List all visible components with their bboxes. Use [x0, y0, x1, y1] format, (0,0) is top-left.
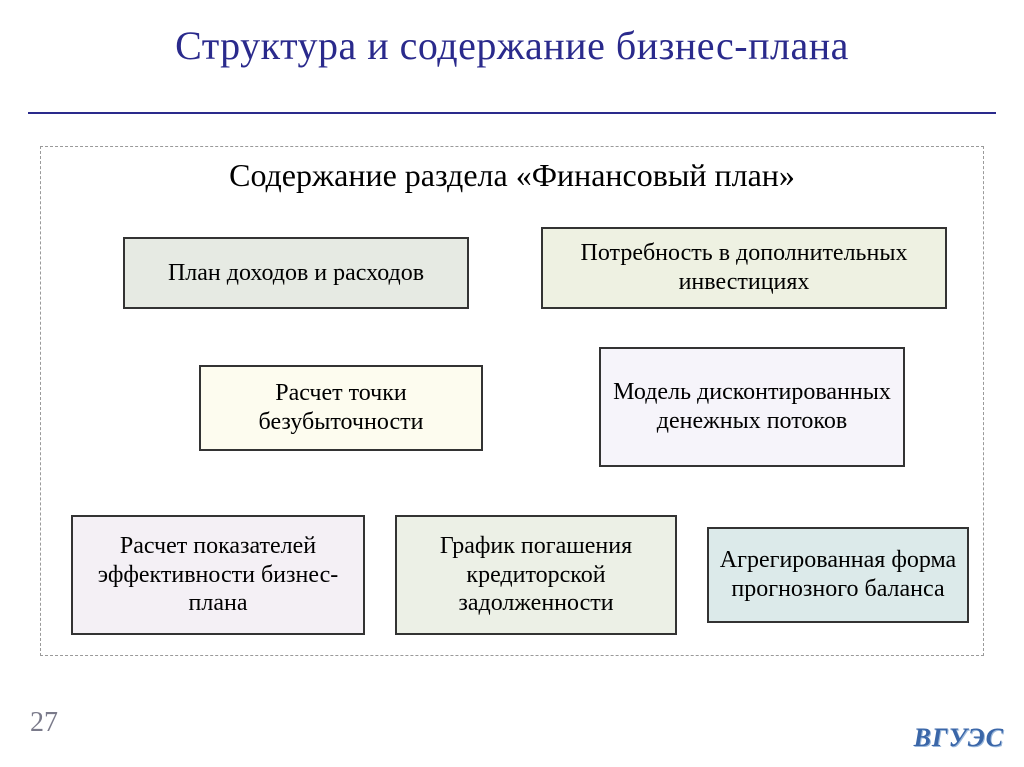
box-efficiency: Расчет показателей эффективности бизнес-…	[71, 515, 365, 635]
horizontal-rule	[28, 112, 996, 114]
box-debt-schedule: График погашения кредиторской задолженно…	[395, 515, 677, 635]
university-logo: ВГУЭС	[914, 723, 1004, 753]
panel-title: Содержание раздела «Финансовый план»	[41, 157, 983, 194]
content-panel: Содержание раздела «Финансовый план» Пла…	[40, 146, 984, 656]
page-number: 27	[30, 707, 58, 739]
box-balance-forecast: Агрегированная форма прогнозного баланса	[707, 527, 969, 623]
slide: Структура и содержание бизнес-плана Соде…	[0, 0, 1024, 767]
box-additional-invest: Потребность в дополнительных инвестициях	[541, 227, 947, 309]
box-dcf-model: Модель дисконтированных денежных потоков	[599, 347, 905, 467]
slide-title: Структура и содержание бизнес-плана	[0, 22, 1024, 69]
box-breakeven: Расчет точки безубыточности	[199, 365, 483, 451]
box-income-expenses: План доходов и расходов	[123, 237, 469, 309]
